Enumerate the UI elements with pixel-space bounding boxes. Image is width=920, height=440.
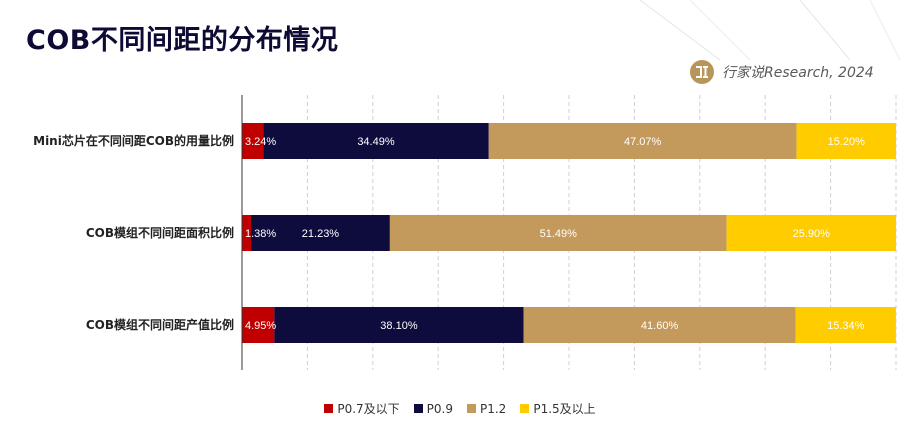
- category-label: COB模组不同间距产值比例: [86, 317, 234, 332]
- category-label: Mini芯片在不同间距COB的用量比例: [33, 133, 234, 148]
- data-label: 3.24%: [245, 136, 276, 148]
- page-title: COB不同间距的分布情况: [26, 25, 339, 56]
- data-label: 1.38%: [245, 228, 276, 240]
- data-labels: 3.24% 34.49% 47.07% 15.20% 1.38% 21.23% 51.49%…: [245, 136, 865, 332]
- bar-segment: [523, 307, 796, 343]
- legend-label: P1.5及以上: [533, 402, 596, 416]
- legend-label: P0.7及以下: [337, 402, 400, 416]
- data-label: 34.49%: [357, 136, 395, 148]
- bar-segment: [251, 215, 390, 251]
- chart-legend: P0.7及以下 P0.9 P1.2 P1.5及以上: [0, 400, 920, 417]
- data-label: 38.10%: [380, 320, 418, 332]
- brand-logo-icon: [690, 60, 714, 84]
- source-credit: 行家说Research, 2024: [690, 60, 874, 84]
- legend-item: P0.7及以下: [324, 400, 400, 417]
- category-labels: Mini芯片在不同间距COB的用量比例 COB模组不同间距面积比例 COB模组不同间…: [33, 133, 234, 332]
- legend-swatch: [520, 404, 530, 413]
- data-label: 4.95%: [245, 320, 276, 332]
- bars: [242, 123, 896, 343]
- data-label: 25.90%: [793, 228, 831, 240]
- bar-segment: [795, 307, 896, 343]
- bar-segment: [263, 123, 489, 159]
- data-label: 41.60%: [641, 320, 679, 332]
- bar-segment: [242, 123, 264, 159]
- bar-segment: [274, 307, 524, 343]
- legend-item: P1.2: [467, 400, 506, 417]
- bar-segment: [242, 215, 252, 251]
- data-label: 15.20%: [828, 136, 866, 148]
- data-label: 51.49%: [540, 228, 578, 240]
- data-label: 15.34%: [827, 320, 865, 332]
- source-text: 行家说Research, 2024: [722, 65, 874, 81]
- legend-swatch: [467, 404, 476, 413]
- bar-segment: [389, 215, 727, 251]
- legend-item: P1.5及以上: [520, 400, 596, 417]
- legend-item: P0.9: [413, 400, 453, 417]
- data-label: 47.07%: [624, 136, 662, 148]
- category-label: COB模组不同间距面积比例: [86, 225, 234, 240]
- data-label: 21.23%: [302, 228, 340, 240]
- legend-label: P0.9: [426, 401, 453, 416]
- legend-swatch: [413, 404, 423, 413]
- bar-segment: [796, 123, 896, 159]
- bar-segment: [488, 123, 797, 159]
- legend-label: P1.2: [480, 401, 507, 416]
- bar-segment: [726, 215, 896, 251]
- legend-swatch: [324, 404, 334, 413]
- bar-segment: [242, 307, 275, 343]
